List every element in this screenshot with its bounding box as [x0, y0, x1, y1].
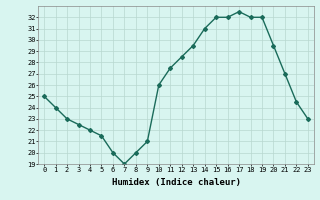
X-axis label: Humidex (Indice chaleur): Humidex (Indice chaleur) [111, 178, 241, 187]
